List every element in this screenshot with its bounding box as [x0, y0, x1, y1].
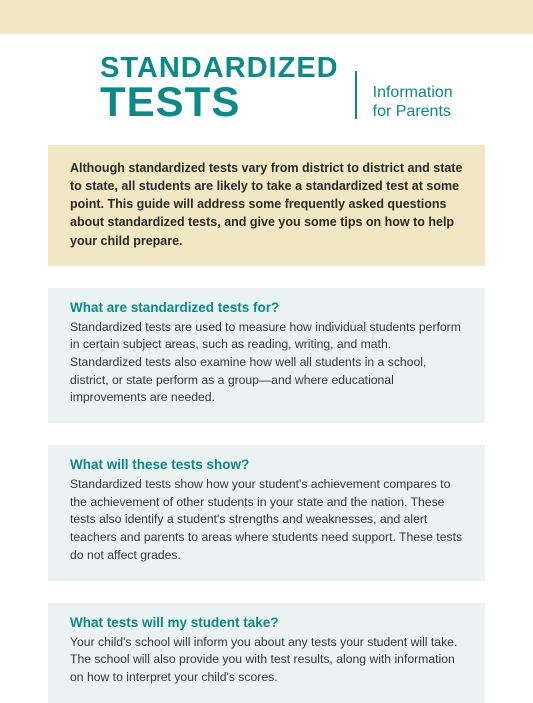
- qa-body: Standardized tests are used to measure h…: [70, 319, 463, 407]
- title-line-2: TESTS: [100, 81, 240, 123]
- qa-body: Your child's school will inform you abou…: [70, 634, 463, 687]
- subtitle-line-1: Information: [373, 83, 453, 102]
- intro-box: Although standardized tests vary from di…: [48, 145, 485, 266]
- intro-text: Although standardized tests vary from di…: [70, 161, 462, 248]
- qa-section: What tests will my student take? Your ch…: [48, 603, 485, 703]
- title-block: STANDARDIZED TESTS: [100, 54, 339, 123]
- document-header: STANDARDIZED TESTS Information for Paren…: [0, 34, 533, 139]
- content-area: Although standardized tests vary from di…: [0, 145, 533, 703]
- header-row: STANDARDIZED TESTS Information for Paren…: [100, 54, 463, 123]
- qa-heading: What are standardized tests for?: [70, 300, 463, 315]
- subtitle: Information for Parents: [373, 83, 453, 121]
- qa-section: What are standardized tests for? Standar…: [48, 288, 485, 423]
- subtitle-line-2: for Parents: [373, 102, 453, 121]
- qa-section: What will these tests show? Standardized…: [48, 445, 485, 580]
- vertical-divider: [355, 71, 357, 119]
- qa-heading: What will these tests show?: [70, 457, 463, 472]
- qa-heading: What tests will my student take?: [70, 615, 463, 630]
- top-color-band: [0, 0, 533, 34]
- qa-body: Standardized tests show how your student…: [70, 476, 463, 564]
